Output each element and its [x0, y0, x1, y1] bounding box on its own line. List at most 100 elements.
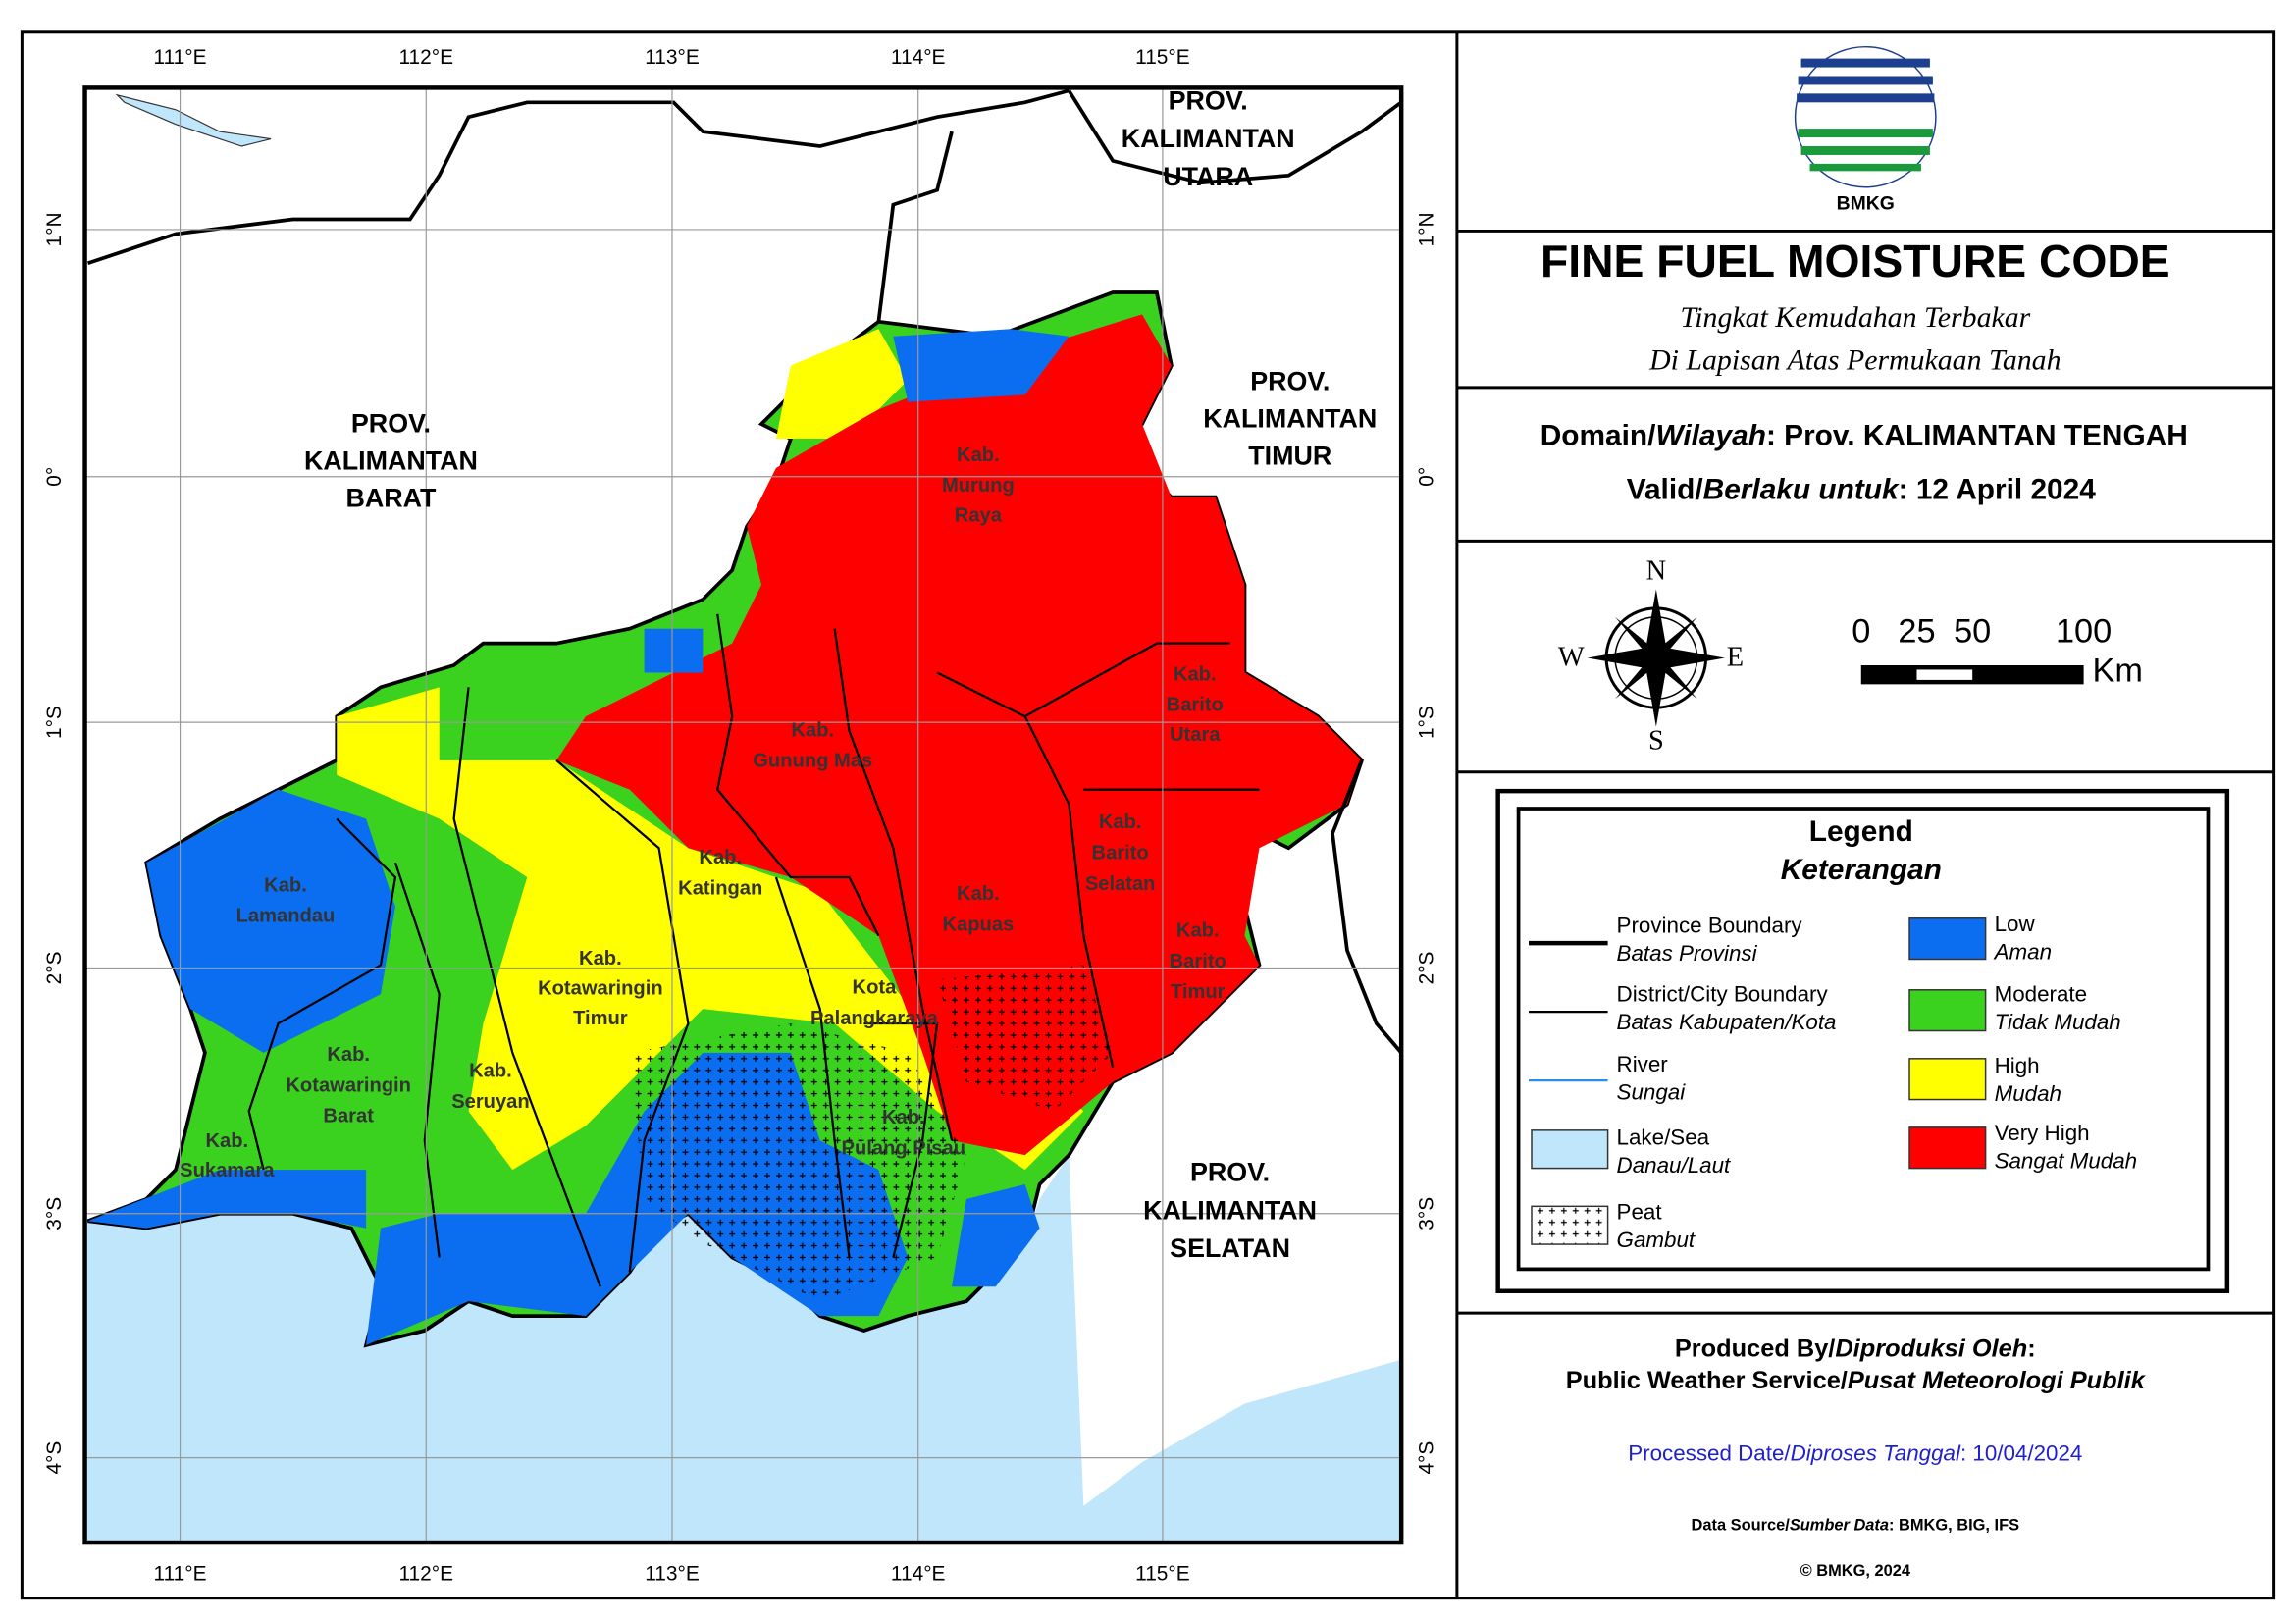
regency-label: Kab. [579, 948, 622, 969]
produced-part: Diproduksi Oleh [1835, 1335, 2027, 1362]
regency-label: Kab. [1174, 664, 1217, 686]
legend-label: River [1617, 1052, 1669, 1076]
low-area-small [644, 628, 704, 673]
province-label: KALIMANTAN [304, 446, 478, 476]
lon-label: 112°E [398, 1562, 453, 1585]
scale-label: 25 [1898, 612, 1935, 650]
legend-label: Very High [1995, 1121, 2090, 1145]
lat-label: 4°S [1416, 1441, 1438, 1475]
legend-sublabel: Batas Provinsi [1617, 941, 1758, 966]
source: Data Source/Sumber Data: BMKG, BIG, IFS [1692, 1517, 2020, 1535]
province-label: TIMUR [1248, 442, 1331, 471]
lat-label: 1°S [43, 706, 66, 739]
source-part: : BMKG, BIG, IFS [1889, 1517, 2019, 1535]
compass-s: S [1648, 725, 1664, 756]
logo-stripe [1809, 163, 1921, 172]
compass-needle [1655, 648, 1725, 668]
domain-part: Domain/ [1540, 419, 1656, 451]
legend-sublabel: Sangat Mudah [1995, 1149, 2138, 1174]
legend-label: District/City Boundary [1617, 982, 1829, 1007]
subtitle: Tingkat Kemudahan Terbakar [1680, 301, 2030, 334]
lat-label: 0° [43, 467, 66, 487]
lon-label: 113°E [645, 1562, 700, 1585]
lat-label: 1°S [1416, 706, 1438, 739]
logo: BMKG [1794, 45, 1937, 215]
legend-swatch [1908, 1058, 1987, 1101]
regency-label: Kotawaringin [286, 1074, 411, 1096]
produced-part: : [2027, 1335, 2035, 1362]
scale-unit: Km [2093, 653, 2143, 690]
very-high-area [556, 314, 1362, 1156]
regency-label: Kab. [699, 847, 742, 868]
province-label: SELATAN [1170, 1233, 1290, 1263]
regency-label: Pulang Pisau [842, 1138, 965, 1160]
legend-label: Province Boundary [1617, 914, 1803, 938]
lon-label: 113°E [645, 46, 700, 69]
legend-sublabel: Tidak Mudah [1995, 1010, 2121, 1034]
district-boundary [716, 613, 880, 937]
legend-swatch [1531, 1129, 1609, 1170]
district-boundary [863, 1021, 939, 1258]
lon-label: 114°E [891, 1562, 946, 1585]
regency-label: Timur [573, 1008, 628, 1029]
producer-part: Pusat Meteorologi Publik [1848, 1367, 2147, 1394]
scale-label: 100 [2056, 612, 2112, 650]
logo-stripe [1797, 93, 1935, 103]
low-area-east [952, 1183, 1040, 1287]
district-boundary [247, 817, 397, 1171]
regency-label: Kab. [791, 719, 834, 741]
province-boundary [876, 131, 954, 323]
legend-label: Peat [1617, 1200, 1663, 1225]
legend-swatch [1908, 917, 1987, 961]
lat-label: 2°S [43, 952, 66, 985]
map-area: PROV. KALIMANTAN UTARA PROV. KALIMANTAN BARAT… [82, 85, 1404, 1545]
province-boundary [86, 88, 1070, 265]
legend-swatch [1908, 1126, 1987, 1170]
logo-stripe [1798, 76, 1933, 85]
producer: Public Weather Service/Pusat Meteorologi… [1566, 1367, 2147, 1394]
regency-label: Sukamara [180, 1160, 275, 1181]
logo-stripe [1798, 129, 1933, 138]
scale-bar: 0 25 50 100 Km [1852, 612, 2143, 689]
district-boundary [774, 876, 851, 1258]
legend-swatch [1908, 989, 1987, 1032]
regency-label: Kab. [1099, 812, 1142, 833]
sea [84, 1155, 1402, 1544]
domain: Domain/Wilayah: Prov. KALIMANTAN TENGAH [1540, 419, 2188, 451]
logo-text: BMKG [1837, 193, 1895, 215]
regency-label: Kab. [1176, 920, 1220, 942]
compass-n: N [1646, 556, 1666, 587]
processed-part: Processed Date/ [1628, 1441, 1791, 1466]
low-area-north [893, 329, 1070, 402]
legend-sublabel: Batas Kabupaten/Kota [1617, 1010, 1837, 1034]
legend-label: Low [1995, 912, 2036, 936]
province-boundary [1067, 89, 1403, 185]
district-boundary [452, 687, 601, 1287]
province-label: KALIMANTAN [1203, 404, 1377, 434]
valid-part: Berlaku untuk [1703, 474, 1900, 506]
legend-sublabel: Mudah [1995, 1081, 2061, 1106]
regency-label: Kota [853, 977, 898, 999]
legend-sublabel: Sungai [1617, 1080, 1687, 1105]
source-part: Sumber Data [1790, 1517, 1889, 1535]
graticule [84, 87, 1402, 1544]
legend-label: High [1995, 1054, 2040, 1078]
lat-label: 3°S [1416, 1197, 1438, 1230]
compass-needle [1655, 616, 1697, 665]
district-boundary [833, 628, 954, 1141]
regency-label: Barito [1092, 843, 1149, 864]
regency-label: Raya [955, 504, 1003, 526]
legend-sublabel: Aman [1993, 939, 2052, 964]
legend-subtitle: Keterangan [1781, 854, 1942, 886]
domain-part: Wilayah [1655, 419, 1765, 451]
province-label: PROV. [1169, 85, 1248, 115]
logo-stripe [1800, 146, 1930, 155]
regency-label: Kab. [882, 1107, 925, 1128]
lon-label: 114°E [891, 46, 946, 69]
low-area-west [146, 789, 395, 1053]
regency-label: Timur [1171, 981, 1226, 1003]
lon-label: 115°E [1135, 46, 1190, 69]
province-label: PROV. [351, 409, 431, 439]
valid-part: : 12 April 2024 [1899, 474, 2097, 506]
